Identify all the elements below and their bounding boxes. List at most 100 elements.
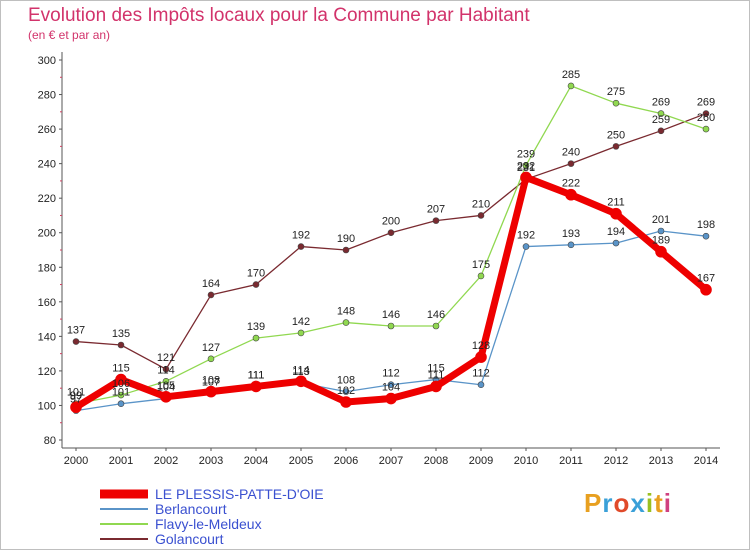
x-tick-label: 2001 (109, 455, 133, 467)
data-point-flavy-le-meldeux (477, 272, 485, 280)
data-label-flavy-le-meldeux: 106 (112, 378, 130, 390)
data-label-le-plessis-patte-d-oie: 111 (248, 369, 265, 381)
data-point-le-plessis-patte-d-oie (70, 401, 82, 413)
data-label-golancourt: 200 (382, 216, 400, 228)
data-point-flavy-le-meldeux (297, 329, 305, 337)
data-point-le-plessis-patte-d-oie (700, 283, 712, 296)
data-point-berlancourt (522, 243, 530, 250)
x-tick-label: 2012 (604, 455, 628, 467)
data-point-berlancourt (702, 232, 710, 240)
data-label-le-plessis-patte-d-oie: 102 (337, 385, 355, 397)
series-line-golancourt (75, 112, 707, 370)
legend-label-flavy-le-meldeux: Flavy-le-Meldeux (155, 516, 262, 532)
y-tick-label: 120 (38, 366, 56, 378)
data-label-le-plessis-patte-d-oie: 104 (382, 382, 400, 394)
data-label-berlancourt: 198 (697, 219, 715, 231)
y-tick-label: 180 (38, 262, 56, 274)
data-point-le-plessis-patte-d-oie (250, 380, 262, 393)
data-label-berlancourt: 115 (427, 363, 445, 375)
data-label-le-plessis-patte-d-oie: 115 (112, 363, 130, 375)
data-label-le-plessis-patte-d-oie: 105 (157, 380, 175, 392)
data-label-flavy-le-meldeux: 285 (562, 69, 580, 81)
x-tick-label: 2014 (694, 455, 718, 467)
x-tick-label: 2006 (334, 455, 358, 467)
data-label-le-plessis-patte-d-oie: 189 (652, 235, 670, 247)
data-point-golancourt (612, 143, 620, 150)
x-tick-label: 2000 (64, 455, 88, 467)
legend-label-berlancourt: Berlancourt (155, 501, 227, 517)
x-tick-label: 2005 (289, 455, 313, 467)
data-point-berlancourt (657, 227, 665, 235)
chart-title: Evolution des Impôts locaux pour la Comm… (28, 5, 530, 26)
data-point-berlancourt (117, 400, 125, 408)
data-point-flavy-le-meldeux (567, 82, 575, 90)
data-point-flavy-le-meldeux (342, 319, 350, 326)
data-label-flavy-le-meldeux: 142 (292, 316, 310, 328)
legend-label-golancourt: Golancourt (155, 531, 224, 547)
data-point-le-plessis-patte-d-oie (655, 245, 667, 258)
data-label-golancourt: 269 (697, 97, 715, 109)
data-point-golancourt (117, 341, 125, 349)
data-label-le-plessis-patte-d-oie: 222 (562, 178, 580, 190)
data-label-golancourt: 210 (472, 198, 490, 210)
x-tick-label: 2010 (514, 455, 538, 467)
data-point-golancourt (432, 217, 440, 224)
data-point-golancourt (387, 229, 395, 237)
data-label-berlancourt: 193 (562, 228, 580, 240)
data-label-berlancourt: 201 (652, 214, 670, 226)
legend-label-le-plessis-patte-d-oie: LE PLESSIS-PATTE-D'OIE (155, 486, 324, 502)
data-point-le-plessis-patte-d-oie (205, 385, 217, 398)
data-point-golancourt (207, 291, 215, 299)
x-tick-label: 2003 (199, 455, 223, 467)
legend: LE PLESSIS-PATTE-D'OIEBerlancourtFlavy-l… (100, 486, 324, 547)
data-label-berlancourt: 108 (337, 375, 355, 387)
data-label-flavy-le-meldeux: 148 (337, 306, 355, 318)
data-label-flavy-le-meldeux: 101 (67, 387, 85, 399)
data-point-golancourt (252, 281, 260, 288)
data-label-flavy-le-meldeux: 139 (247, 321, 265, 333)
data-label-le-plessis-patte-d-oie: 211 (607, 197, 625, 209)
y-tick-label: 200 (38, 228, 56, 240)
data-label-golancourt: 164 (202, 278, 220, 290)
data-label-golancourt: 250 (607, 129, 625, 141)
data-point-golancourt (72, 338, 80, 345)
data-label-golancourt: 170 (247, 268, 265, 280)
y-tick-label: 140 (38, 331, 56, 343)
data-label-berlancourt: 104 (157, 382, 175, 394)
data-label-le-plessis-patte-d-oie: 99 (70, 390, 82, 402)
data-point-golancourt (342, 246, 350, 254)
data-label-flavy-le-meldeux: 127 (202, 342, 220, 354)
data-point-le-plessis-patte-d-oie (565, 188, 577, 201)
data-point-golancourt (567, 160, 575, 167)
data-label-berlancourt: 112 (382, 368, 400, 380)
data-label-le-plessis-patte-d-oie: 232 (517, 160, 535, 172)
data-point-flavy-le-meldeux (207, 355, 215, 363)
data-point-golancourt (657, 127, 665, 135)
y-tick-label: 100 (38, 400, 56, 412)
data-label-berlancourt: 107 (202, 376, 220, 388)
data-label-golancourt: 137 (67, 325, 85, 337)
x-tick-label: 2008 (424, 455, 448, 467)
data-point-le-plessis-patte-d-oie (295, 375, 307, 388)
data-point-le-plessis-patte-d-oie (610, 207, 622, 220)
data-label-le-plessis-patte-d-oie: 167 (697, 273, 715, 285)
data-point-le-plessis-patte-d-oie (430, 380, 442, 393)
data-label-flavy-le-meldeux: 146 (427, 309, 445, 321)
proxiti-logo: Proxiti (584, 488, 672, 518)
data-label-le-plessis-patte-d-oie: 114 (292, 364, 310, 376)
chart-subtitle: (en € et par an) (28, 28, 111, 42)
x-tick-label: 2011 (559, 455, 583, 467)
data-label-golancourt: 259 (652, 114, 670, 126)
data-label-flavy-le-meldeux: 269 (652, 97, 670, 109)
data-point-flavy-le-meldeux (252, 334, 260, 342)
x-tick-label: 2002 (154, 455, 178, 467)
data-label-flavy-le-meldeux: 146 (382, 309, 400, 321)
data-point-le-plessis-patte-d-oie (340, 396, 352, 408)
data-point-flavy-le-meldeux (657, 110, 665, 117)
data-label-berlancourt: 97 (70, 394, 82, 406)
data-label-berlancourt: 113 (292, 366, 310, 378)
data-label-berlancourt: 192 (517, 230, 535, 242)
x-tick-label: 2013 (649, 455, 673, 467)
